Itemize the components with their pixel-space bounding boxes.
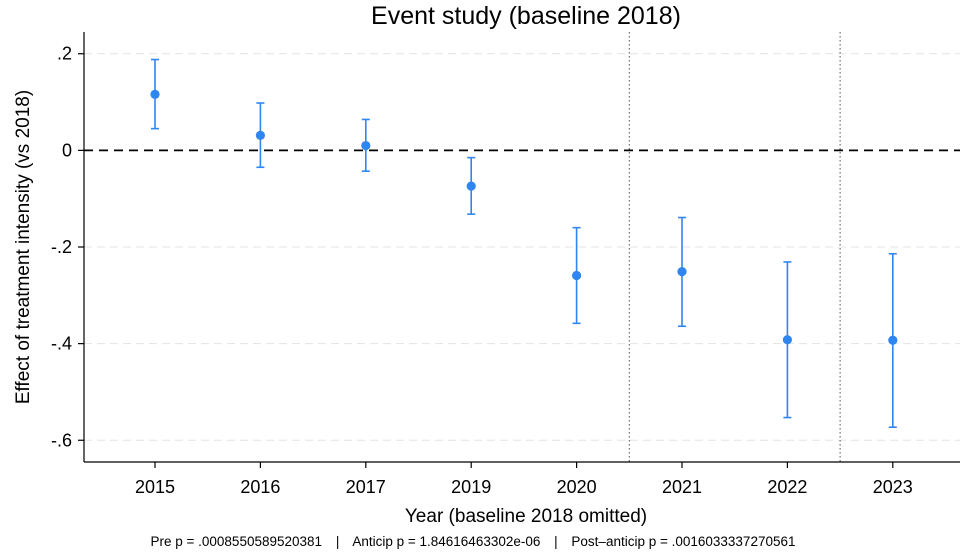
x-tick-label: 2020 [557, 477, 597, 497]
y-tick-label: 0 [62, 140, 72, 160]
y-gridlines [84, 53, 960, 441]
post-anticip-pvalue: Post–anticip p = .0016033337270561 [571, 534, 795, 549]
separator-1: | [336, 534, 340, 549]
x-tick-label: 2021 [662, 477, 702, 497]
estimate-point [255, 130, 265, 140]
separator-2: | [554, 534, 558, 549]
y-tick-label: -.6 [51, 430, 72, 450]
y-axis-label: Effect of treatment intensity (vs 2018) [13, 90, 34, 404]
pre-pvalue: Pre p = .0008550589520381 [151, 534, 323, 549]
x-tick-label: 2023 [873, 477, 913, 497]
y-tick-label: -.2 [51, 237, 72, 257]
x-tick-label: 2022 [767, 477, 807, 497]
estimates-with-ci [150, 58, 898, 429]
estimate-point [888, 335, 898, 345]
estimate-point [466, 181, 476, 191]
chart-title: Event study (baseline 2018) [371, 2, 681, 30]
y-tick-label: .2 [57, 44, 72, 64]
estimate-point [572, 270, 582, 281]
estimate-point [677, 267, 687, 277]
estimate-point [150, 89, 160, 99]
estimate-point [361, 140, 371, 151]
anticip-pvalue: Anticip p = 1.84616463302e-06 [352, 534, 540, 549]
y-tick-label: -.4 [51, 334, 72, 354]
x-axis-label: Year (baseline 2018 omitted) [405, 506, 647, 527]
x-axis-ticks: 2015 2016 2017 2019 2020 2021 2022 2023 [135, 462, 913, 497]
x-tick-label: 2016 [240, 477, 280, 497]
footnote-pvalues: Pre p = .0008550589520381 | Anticip p = … [151, 534, 796, 549]
x-tick-label: 2019 [451, 477, 491, 497]
x-tick-label: 2015 [135, 477, 175, 497]
estimate-point [782, 335, 793, 345]
y-axis-ticks: .2 0 -.2 -.4 -.6 [51, 44, 84, 450]
x-tick-label: 2017 [346, 477, 386, 497]
